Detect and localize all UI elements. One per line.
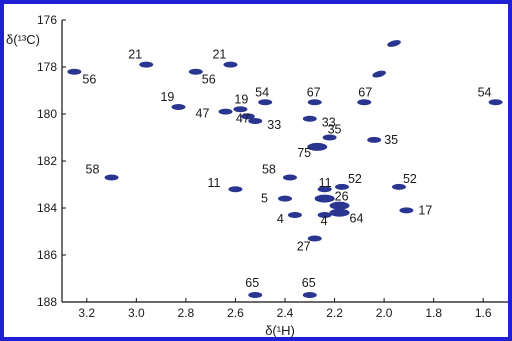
peak-marker [357, 99, 372, 106]
peak-marker [307, 235, 322, 242]
x-tick-label: 2.2 [326, 306, 343, 320]
peak-label: 58 [86, 162, 100, 176]
peak-label: 19 [234, 92, 248, 106]
peak-marker [329, 201, 350, 210]
peak-label: 27 [297, 240, 311, 254]
peak-label: 19 [160, 90, 174, 104]
peak-marker [188, 68, 203, 75]
peak-label: 33 [267, 118, 281, 132]
peak-marker [104, 174, 119, 181]
peak-marker [322, 134, 337, 141]
peak-marker [258, 99, 273, 106]
y-axis-label: δ(¹³C) [6, 32, 40, 47]
x-axis-ticks: 3.2 3.0 2.8 2.6 2.4 2.2 2.0 1.8 1.6 [78, 298, 492, 320]
peak-marker [307, 99, 322, 106]
peak-marker [302, 291, 317, 298]
peak-label: 47 [236, 111, 250, 125]
peak-marker [488, 99, 503, 106]
peak-label: 75 [297, 146, 311, 160]
peak-label: 65 [302, 276, 316, 290]
y-axis-ticks: 176 178 180 182 184 186 188 [37, 13, 66, 309]
peak-label: 26 [335, 190, 349, 204]
peak-label: 52 [348, 172, 362, 186]
peak-marker [67, 68, 82, 75]
y-tick-label: 180 [37, 107, 57, 121]
peak-marker [223, 61, 238, 68]
peak-marker [287, 212, 302, 219]
peak-marker [391, 183, 406, 190]
y-tick-label: 184 [37, 201, 57, 215]
peak-marker [278, 195, 292, 202]
peak-marker [218, 108, 233, 115]
peak-label: 56 [202, 73, 216, 87]
peaks-layer [67, 40, 503, 298]
peak-marker [248, 291, 263, 298]
peak-marker [228, 186, 243, 193]
peak-label: 11 [207, 176, 220, 190]
x-tick-label: 2.6 [227, 306, 244, 320]
peak-label: 67 [307, 85, 321, 99]
peak-marker [233, 106, 248, 113]
peak-marker [317, 186, 332, 193]
x-tick-label: 3.2 [78, 306, 95, 320]
peak-label: 11 [319, 176, 332, 190]
y-tick-label: 186 [37, 248, 57, 262]
peak-marker [329, 208, 350, 217]
peak-marker [314, 194, 335, 203]
peak-label: 4 [277, 212, 284, 226]
peak-marker [307, 142, 328, 151]
x-tick-label: 1.8 [425, 306, 442, 320]
peak-marker [240, 113, 255, 120]
peak-label: 56 [82, 73, 96, 87]
y-tick-label: 182 [37, 154, 57, 168]
peak-label: 47 [196, 107, 210, 121]
peak-label: 65 [245, 276, 259, 290]
peak-marker [399, 207, 414, 214]
peak-label: 17 [418, 203, 432, 217]
peak-marker [282, 174, 297, 181]
peak-label: 21 [128, 48, 142, 62]
y-tick-label: 178 [37, 60, 57, 74]
peak-label: 35 [384, 133, 398, 147]
peak-label: 33 [322, 116, 336, 130]
peak-marker [367, 136, 382, 143]
peak-label: 4 [321, 214, 328, 228]
peak-label: 54 [478, 85, 492, 99]
peak-marker [139, 61, 154, 68]
peak-marker [171, 103, 186, 110]
peak-label: 58 [262, 162, 276, 176]
peak-marker [317, 212, 332, 219]
peak-marker [387, 40, 401, 47]
y-tick-label: 176 [37, 13, 57, 27]
peak-label: 67 [358, 85, 372, 99]
peak-marker [248, 118, 263, 125]
peak-label: 52 [403, 172, 417, 186]
peak-label: 64 [350, 212, 364, 226]
x-tick-label: 3.0 [128, 306, 145, 320]
x-tick-label: 2.8 [178, 306, 195, 320]
y-tick-label: 188 [37, 295, 57, 309]
x-tick-label: 2.0 [376, 306, 393, 320]
peak-label: 5 [261, 192, 268, 206]
peak-marker [372, 70, 386, 78]
peak-marker [302, 115, 317, 122]
x-tick-label: 1.6 [475, 306, 492, 320]
peak-label: 21 [212, 48, 226, 62]
peak-marker [334, 183, 349, 190]
x-tick-label: 2.4 [277, 306, 294, 320]
peak-label: 35 [328, 123, 342, 137]
peak-label: 54 [255, 85, 269, 99]
x-axis-label: δ(¹H) [265, 323, 295, 338]
